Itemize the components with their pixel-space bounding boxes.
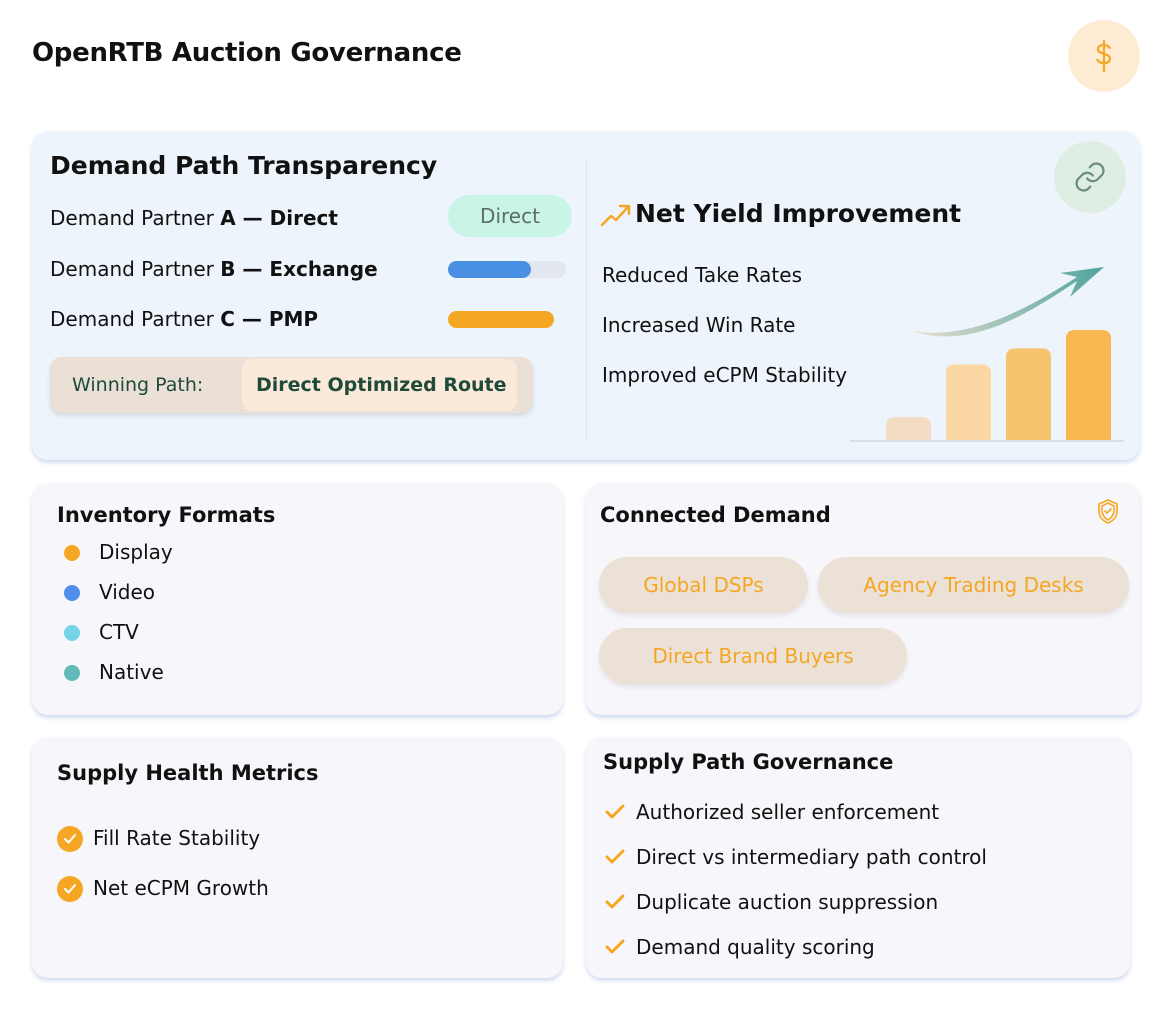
growth-bar <box>946 364 991 440</box>
growth-bar <box>1006 348 1051 440</box>
page-title: OpenRTB Auction Governance <box>32 38 462 68</box>
supply-governance-card: Supply Path Governance Authorized seller… <box>586 737 1130 978</box>
partner-c-progress <box>448 311 554 328</box>
growth-arrow <box>912 267 1104 337</box>
yield-title: Net Yield Improvement <box>635 199 962 228</box>
inventory-formats-card: Inventory Formats Display Video CTV Native <box>32 483 563 715</box>
connected-demand-card: Connected Demand Global DSPs Agency Trad… <box>586 483 1140 715</box>
governance-item: Demand quality scoring <box>636 935 875 959</box>
check-circle-icon <box>57 876 83 902</box>
link-icon[interactable] <box>1054 141 1126 213</box>
divider <box>586 161 587 441</box>
format-item: Native <box>99 660 164 684</box>
format-dot-icon <box>64 625 80 641</box>
partner-letter: C <box>220 307 235 331</box>
governance-item: Authorized seller enforcement <box>636 800 940 824</box>
yield-item: Reduced Take Rates <box>602 263 802 287</box>
separator: — <box>235 257 270 281</box>
winning-path-label: Winning Path: <box>72 374 204 396</box>
yield-item: Improved eCPM Stability <box>602 363 848 387</box>
direct-badge: Direct <box>448 195 572 237</box>
shield-check-icon <box>1097 499 1119 529</box>
demand-chip[interactable]: Global DSPs <box>599 557 808 613</box>
health-item: Fill Rate Stability <box>93 826 261 850</box>
check-circle-icon <box>57 826 83 852</box>
governance-item: Direct vs intermediary path control <box>636 845 987 869</box>
trend-up-icon <box>600 201 632 233</box>
supply-health-title: Supply Health Metrics <box>57 761 319 785</box>
partner-type: PMP <box>268 307 319 331</box>
partner-c-progress-fill <box>448 311 554 328</box>
winning-path: Winning Path: Direct Optimized Route <box>50 357 533 413</box>
partner-prefix: Demand Partner <box>50 257 221 281</box>
partner-letter: B <box>220 257 236 281</box>
health-item: Net eCPM Growth <box>93 876 269 900</box>
partner-row-a: Demand Partner A — Direct <box>50 206 338 230</box>
winning-path-value: Direct Optimized Route <box>242 359 517 411</box>
partner-prefix: Demand Partner <box>50 307 221 331</box>
checkmark-icon <box>605 849 625 869</box>
supply-governance-title: Supply Path Governance <box>603 750 894 774</box>
partner-b-progress-fill <box>448 261 531 278</box>
partner-type: Exchange <box>269 257 378 281</box>
format-dot-icon <box>64 545 80 561</box>
yield-item: Increased Win Rate <box>602 313 796 337</box>
partner-letter: A <box>220 206 236 230</box>
partner-b-progress <box>448 261 566 278</box>
format-item: Display <box>99 540 173 564</box>
format-dot-icon <box>64 585 80 601</box>
partner-prefix: Demand Partner <box>50 206 221 230</box>
dollar-icon[interactable] <box>1068 20 1140 92</box>
format-item: Video <box>99 580 156 604</box>
transparency-title: Demand Path Transparency <box>50 151 438 180</box>
demand-path-card: Demand Path Transparency Demand Partner … <box>32 131 1140 460</box>
checkmark-icon <box>605 939 625 959</box>
demand-chip[interactable]: Agency Trading Desks <box>818 557 1129 613</box>
inventory-formats-title: Inventory Formats <box>57 503 276 527</box>
partner-row-b: Demand Partner B — Exchange <box>50 257 378 281</box>
format-item: CTV <box>99 620 139 644</box>
growth-chart-illustration <box>850 267 1124 442</box>
partner-row-c: Demand Partner C — PMP <box>50 307 318 331</box>
partner-type: Direct <box>269 206 338 230</box>
demand-chip[interactable]: Direct Brand Buyers <box>599 628 907 684</box>
growth-bar <box>886 417 931 440</box>
governance-item: Duplicate auction suppression <box>636 890 939 914</box>
format-dot-icon <box>64 665 80 681</box>
separator: — <box>234 307 269 331</box>
supply-health-card: Supply Health Metrics Fill Rate Stabilit… <box>32 737 563 978</box>
checkmark-icon <box>605 804 625 824</box>
checkmark-icon <box>605 894 625 914</box>
separator: — <box>235 206 270 230</box>
growth-bar <box>1066 330 1111 440</box>
connected-demand-title: Connected Demand <box>600 503 831 527</box>
